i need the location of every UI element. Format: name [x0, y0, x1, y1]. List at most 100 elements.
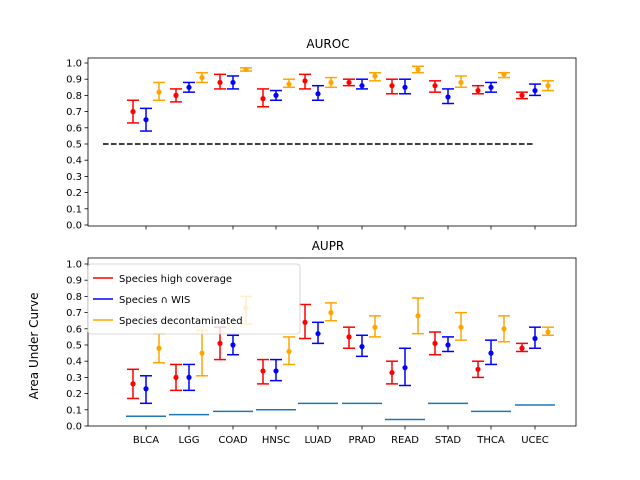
- auroc-title: AUROC: [306, 37, 349, 51]
- errorbar-point: [140, 375, 152, 405]
- aupr-baselines: [126, 402, 555, 421]
- data-point: [273, 368, 279, 374]
- x-tick-label: COAD: [218, 435, 248, 446]
- x-tick-label: THCA: [476, 435, 505, 446]
- legend-label: Species decontaminated: [119, 316, 243, 327]
- y-tick-label: 0.4: [66, 357, 82, 368]
- errorbar-point: [442, 88, 454, 105]
- errorbar-point: [369, 71, 381, 82]
- data-point: [199, 74, 205, 81]
- data-point: [372, 324, 378, 330]
- x-tick-label: READ: [391, 435, 419, 446]
- data-point: [475, 87, 481, 94]
- data-point: [519, 92, 525, 98]
- data-point: [545, 83, 551, 89]
- y-tick-label: 0.1: [66, 204, 82, 215]
- y-tick-label: 0.9: [66, 75, 82, 86]
- auroc-y-axis: 0.0 0.1 0.2 0.3 0.4 0.5 0.6 0.7 0.8 0.9 1.0: [66, 59, 88, 232]
- data-point: [230, 342, 236, 348]
- errorbar-point: [343, 326, 355, 349]
- y-tick-label: 0.0: [66, 422, 82, 433]
- errorbar-point: [498, 71, 510, 79]
- errorbar-point: [170, 363, 182, 392]
- data-point: [359, 83, 365, 89]
- errorbar-point: [153, 81, 165, 102]
- data-point: [359, 344, 365, 350]
- x-tick-label: HNSC: [262, 435, 290, 446]
- data-point: [130, 381, 136, 387]
- data-point: [475, 366, 481, 372]
- data-point: [432, 340, 438, 346]
- errorbar-point: [356, 334, 368, 358]
- data-point: [243, 66, 249, 73]
- data-point: [488, 350, 494, 356]
- legend-entry-wis: Species ∩ WIS: [93, 295, 190, 306]
- errorbar-point: [183, 363, 195, 392]
- y-tick-label: 0.6: [66, 324, 82, 335]
- auroc-plot-frame: [87, 57, 577, 227]
- legend-entry-high-coverage: Species high coverage: [93, 274, 232, 285]
- errorbar-point: [127, 368, 139, 400]
- data-point: [173, 92, 179, 98]
- legend-label: Species ∩ WIS: [119, 295, 190, 306]
- errorbar-point: [429, 80, 441, 93]
- y-tick-label: 0.8: [66, 91, 82, 102]
- auroc-panel: AUROC 0.0 0.1 0.2 0.3 0.4 0.5 0.6 0.7 0.8 0.9 1.0: [66, 37, 577, 232]
- errorbar-point: [214, 73, 226, 90]
- legend: Species high coverage Species ∩ WIS Spec…: [87, 263, 301, 335]
- aupr-plot-frame: [87, 257, 577, 427]
- data-point: [260, 96, 266, 102]
- errorbar-point: [455, 75, 467, 89]
- data-point: [445, 342, 451, 348]
- errorbar-point: [529, 326, 541, 349]
- data-point: [302, 78, 308, 84]
- data-point: [260, 368, 266, 374]
- errorbar-point: [299, 303, 311, 340]
- y-tick-label: 0.7: [66, 107, 82, 118]
- y-tick-label: 0.0: [66, 221, 82, 232]
- x-tick-label: LUAD: [305, 435, 332, 446]
- legend-label: Species high coverage: [119, 274, 232, 285]
- errorbar-point: [369, 315, 381, 338]
- data-point: [402, 365, 408, 371]
- y-tick-label: 1.0: [66, 260, 82, 271]
- y-tick-label: 0.5: [66, 140, 82, 151]
- errorbar-point: [240, 66, 252, 73]
- data-point: [432, 83, 438, 89]
- aupr-panel: AUPR Area Under Curve 0.0 0.1 0.2 0.3 0.4 0.5…: [27, 239, 577, 446]
- data-point: [458, 324, 464, 330]
- errorbar-point: [516, 342, 528, 353]
- data-point: [328, 79, 334, 86]
- data-point: [458, 79, 464, 86]
- errorbar-point: [140, 107, 152, 132]
- legend-box: [87, 263, 301, 335]
- y-tick-label: 0.1: [66, 405, 82, 416]
- y-tick-label: 0.3: [66, 172, 82, 183]
- errorbar-point: [386, 78, 398, 95]
- data-point: [402, 84, 408, 90]
- x-tick-label: BLCA: [133, 435, 159, 446]
- data-point: [488, 84, 494, 90]
- data-point: [519, 345, 525, 351]
- data-point: [389, 83, 395, 89]
- errorbar-point: [498, 315, 510, 343]
- errorbar-point: [227, 334, 239, 356]
- data-point: [217, 79, 223, 86]
- errorbar-point: [442, 336, 454, 353]
- errorbar-point: [399, 78, 411, 95]
- data-point: [328, 310, 334, 316]
- errorbar-point: [299, 73, 311, 90]
- errorbar-point: [270, 358, 282, 382]
- errorbar-point: [455, 311, 467, 341]
- y-tick-label: 0.8: [66, 292, 82, 303]
- data-point: [230, 79, 236, 86]
- data-point: [273, 92, 279, 98]
- errorbar-point: [412, 297, 424, 335]
- data-point: [545, 329, 551, 335]
- y-tick-label: 0.2: [66, 188, 82, 199]
- y-tick-label: 0.7: [66, 308, 82, 319]
- errorbar-point: [343, 78, 355, 87]
- errorbar-point: [283, 78, 295, 89]
- x-tick-label: STAD: [435, 435, 462, 446]
